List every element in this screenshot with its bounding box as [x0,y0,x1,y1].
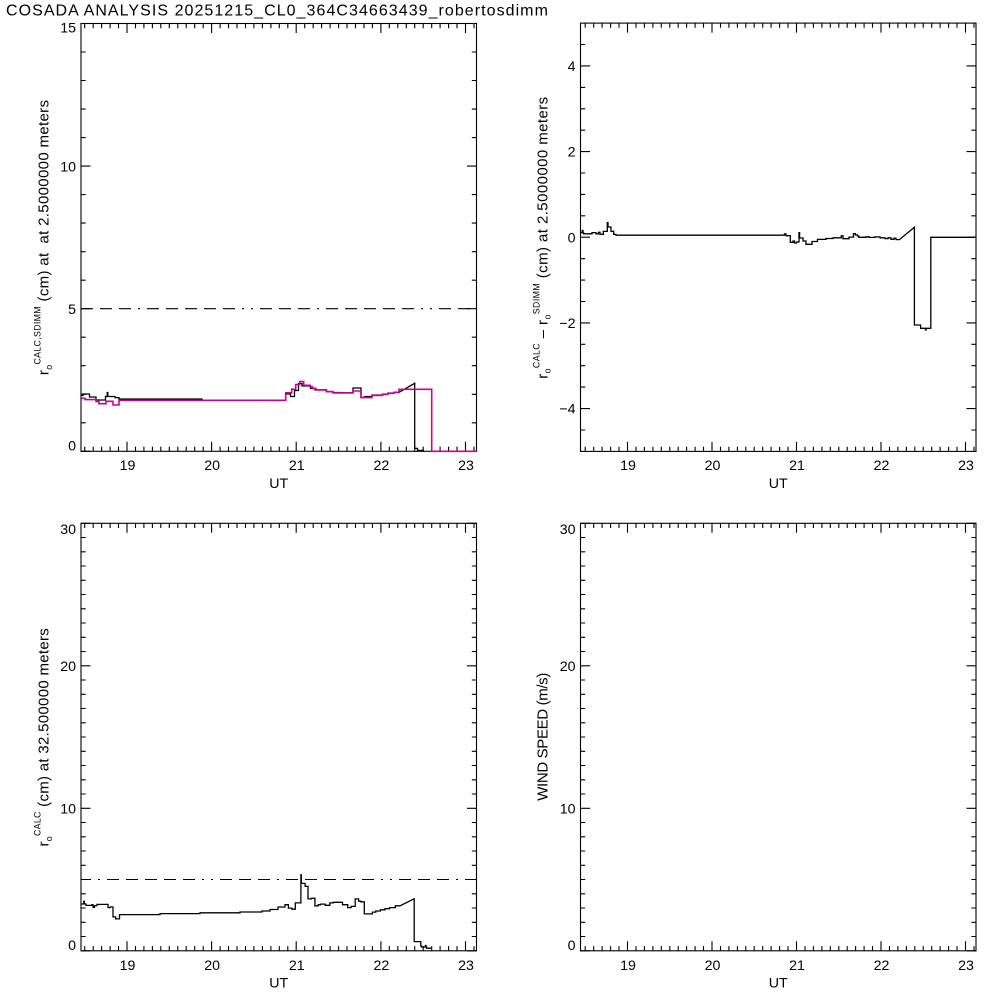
svg-text:21: 21 [289,958,305,974]
svg-text:20: 20 [705,958,721,974]
svg-text:30: 30 [60,522,76,538]
svg-text:0: 0 [68,938,76,954]
svg-text:20: 20 [60,659,76,675]
svg-text:10: 10 [560,801,576,817]
svg-text:20: 20 [204,958,220,974]
svg-text:19: 19 [620,458,636,474]
svg-text:22: 22 [373,958,389,974]
svg-text:0: 0 [568,230,576,246]
svg-text:0: 0 [68,439,76,455]
svg-text:23: 23 [458,958,474,974]
svg-text:20: 20 [560,659,576,675]
svg-text:23: 23 [458,458,474,474]
svg-text:4: 4 [568,59,576,75]
svg-text:23: 23 [958,958,974,974]
svg-text:roCALC – roSDIMM (cm) at 2.500: roCALC – roSDIMM (cm) at 2.5000000 meter… [531,96,552,378]
svg-text:roCALC (cm) at 32.500000 meter: roCALC (cm) at 32.500000 meters [33,628,54,847]
svg-text:20: 20 [705,458,721,474]
svg-text:19: 19 [120,458,136,474]
svg-text:22: 22 [874,958,890,974]
svg-text:21: 21 [289,458,305,474]
svg-text:15: 15 [60,20,76,36]
svg-text:21: 21 [789,958,805,974]
svg-text:UT: UT [269,476,288,492]
svg-text:19: 19 [120,958,136,974]
svg-text:19: 19 [620,958,636,974]
svg-text:−2: −2 [559,316,575,332]
svg-text:30: 30 [560,522,576,538]
svg-text:0: 0 [568,938,576,954]
svg-text:−4: −4 [559,402,575,418]
svg-text:WIND SPEED (m/s): WIND SPEED (m/s) [534,673,551,801]
svg-text:20: 20 [204,458,220,474]
svg-text:21: 21 [789,458,805,474]
svg-text:10: 10 [60,159,76,175]
svg-text:UT: UT [769,975,788,991]
svg-text:10: 10 [60,801,76,817]
svg-text:23: 23 [958,458,974,474]
svg-text:2: 2 [568,145,576,161]
svg-text:UT: UT [769,476,788,492]
svg-text:COSADA ANALYSIS 20251215_CL0_3: COSADA ANALYSIS 20251215_CL0_364C3466343… [6,3,549,20]
svg-text:22: 22 [373,458,389,474]
svg-text:22: 22 [874,458,890,474]
svg-text:roCALC,SDIMM (cm) at at 2.500: roCALC,SDIMM (cm) at at 2.5000000 meters [33,100,54,375]
svg-text:5: 5 [68,302,76,318]
svg-text:UT: UT [269,975,288,991]
